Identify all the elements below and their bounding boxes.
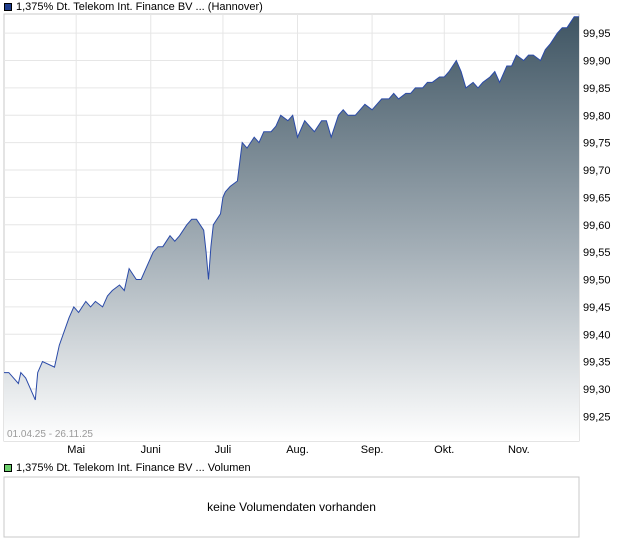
y-tick-label: 99,30 (583, 384, 611, 396)
volume-empty-message: keine Volumendaten vorhanden (207, 500, 376, 514)
y-tick-label: 99,70 (583, 165, 611, 177)
y-tick-label: 99,25 (583, 411, 611, 423)
volume-legend-swatch (4, 464, 12, 472)
x-tick-label: Juni (141, 444, 161, 456)
y-tick-label: 99,60 (583, 220, 611, 232)
price-legend: 1,375% Dt. Telekom Int. Finance BV ... (… (4, 0, 263, 14)
price-legend-swatch (4, 3, 12, 11)
y-tick-label: 99,95 (583, 28, 611, 40)
x-tick-label: Okt. (434, 444, 454, 456)
y-tick-label: 99,45 (583, 302, 611, 314)
date-range-label: 01.04.25 - 26.11.25 (7, 429, 93, 440)
volume-legend-label: 1,375% Dt. Telekom Int. Finance BV ... V… (16, 462, 251, 474)
volume-frame (3, 476, 580, 538)
y-tick-label: 99,35 (583, 357, 611, 369)
x-tick-label: Nov. (508, 444, 530, 456)
price-legend-label: 1,375% Dt. Telekom Int. Finance BV ... (… (16, 1, 263, 13)
x-tick-label: Aug. (286, 444, 309, 456)
price-area (4, 16, 579, 441)
volume-legend: 1,375% Dt. Telekom Int. Finance BV ... V… (4, 461, 251, 475)
y-tick-label: 99,55 (583, 247, 611, 259)
price-line (4, 16, 579, 401)
y-tick-label: 99,50 (583, 275, 611, 287)
y-tick-label: 99,90 (583, 56, 611, 68)
x-tick-label: Sep. (361, 444, 384, 456)
y-tick-label: 99,80 (583, 110, 611, 122)
x-tick-label: Juli (215, 444, 232, 456)
y-tick-label: 99,85 (583, 83, 611, 95)
y-tick-label: 99,40 (583, 329, 611, 341)
y-tick-label: 99,65 (583, 192, 611, 204)
x-tick-label: Mai (67, 444, 85, 456)
y-tick-label: 99,75 (583, 138, 611, 150)
